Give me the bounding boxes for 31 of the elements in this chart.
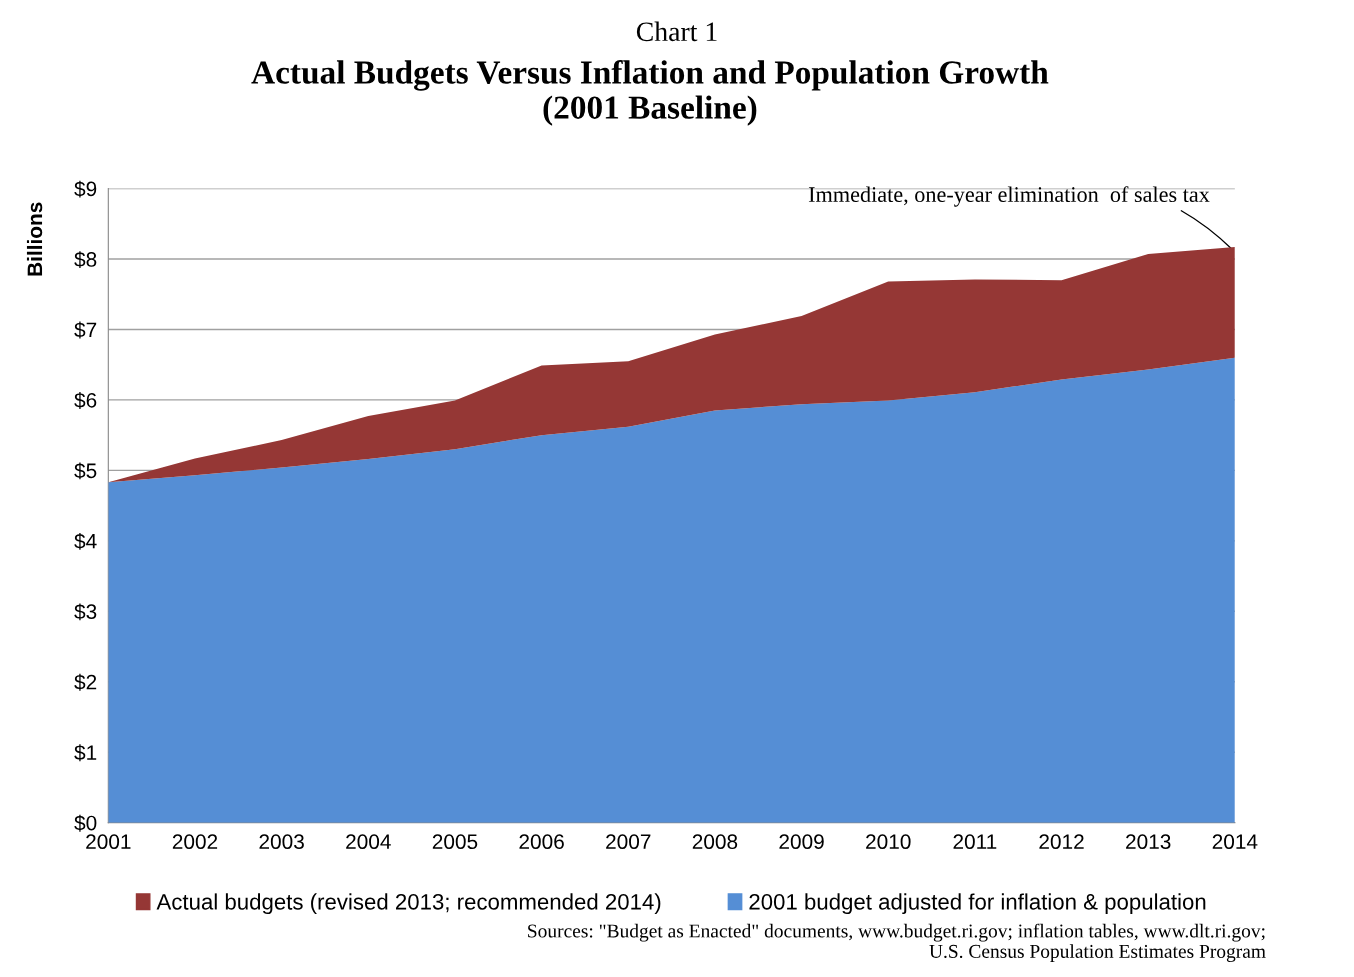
y-tick-label: $0	[74, 814, 97, 832]
x-tick-label: 2003	[259, 834, 304, 850]
x-tick-label: 2014	[1212, 834, 1258, 850]
y-tick-label: $1	[74, 744, 97, 762]
y-tick-label: $8	[74, 251, 97, 269]
y-tick-label: $9	[74, 180, 97, 198]
y-tick-label: $5	[74, 462, 97, 480]
legend-label: Actual budgets (revised 2013; recommended 2014)	[156, 893, 661, 915]
y-tick-label: $6	[74, 392, 97, 409]
y-tick-label: $7	[74, 321, 97, 339]
x-tick-label: 2013	[1126, 834, 1171, 850]
x-tick-label: 2008	[692, 834, 738, 850]
y-axis-title: Billions	[26, 202, 43, 276]
caption: Chart 1	[636, 21, 717, 42]
source-note: Sources: "Budget as Enacted" documents, www.budget.ri.gov; inflation tables, www.dlt.ri.gov; U.S. Census Population Estimates Program	[528, 923, 1266, 962]
y-tick-label: $4	[74, 532, 97, 550]
x-tick-label: 2010	[866, 834, 911, 850]
x-tick-label: 2011	[953, 834, 997, 850]
x-tick-label: 2002	[172, 834, 218, 850]
x-tick-label: 2001	[86, 834, 131, 850]
x-tick-label: 2005	[432, 834, 478, 850]
x-tick-label: 2004	[346, 834, 391, 850]
y-tick-label: $3	[74, 603, 97, 621]
x-tick-label: 2006	[519, 834, 564, 850]
legend-label: 2001 budget adjusted for inflation & population	[749, 893, 1206, 915]
annotation: Immediate, one-year elimination of sales tax	[808, 186, 1210, 207]
x-tick-label: 2007	[606, 834, 651, 850]
x-tick-label: 2009	[779, 834, 824, 850]
chart-title: Actual Budgets Versus Inflation and Population Growth (2001 Baseline)	[251, 59, 1049, 126]
x-tick-label: 2012	[1039, 834, 1084, 850]
y-tick-label: $2	[74, 673, 97, 691]
